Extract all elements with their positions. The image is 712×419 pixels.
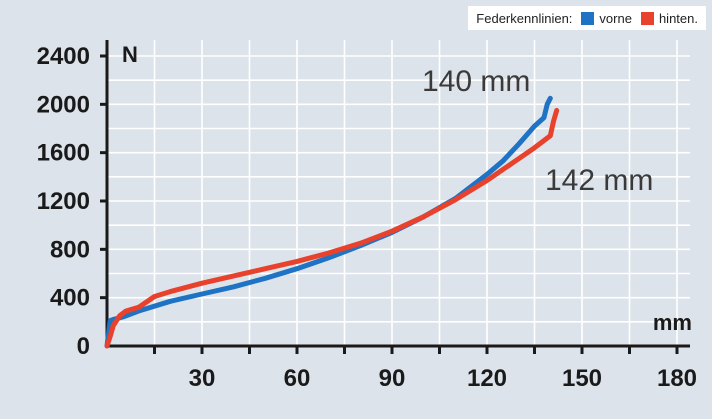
y-tick-label-400: 400 [50,285,90,312]
legend-title: Federkennlinien: [476,10,573,26]
axes [100,40,690,354]
y-tick-label-2000: 2000 [37,91,90,118]
x-tick-label-150: 150 [562,365,602,392]
x-tick-label-60: 60 [284,365,311,392]
tick-labels: 0 400 800 1200 1600 2000 2400 30 60 90 120 150 180 [37,43,697,392]
series-line-hinten [104,107,560,349]
y-axis-label: N [122,42,138,67]
x-axis-label: mm [653,310,692,335]
y-tick-label-1200: 1200 [37,188,90,215]
y-tick-label-2400: 2400 [37,43,90,70]
y-tick-label-0: 0 [77,333,90,360]
x-tick-label-180: 180 [657,365,697,392]
legend-label-vorne: vorne [599,10,632,26]
grid-lines [107,40,690,346]
x-tick-label-90: 90 [379,365,406,392]
y-tick-label-1600: 1600 [37,140,90,167]
y-tick-label-800: 800 [50,236,90,263]
legend-label-hinten: hinten. [658,10,698,26]
series-lines [104,95,560,349]
annotation-rear: 142 mm [545,164,653,197]
legend: Federkennlinien: vorne hinten. [468,6,706,30]
annotation-front: 140 mm [422,65,530,98]
legend-swatch-hinten [640,11,654,25]
x-tick-label-30: 30 [189,365,216,392]
series-line-vorne [104,95,553,349]
x-tick-label-120: 120 [467,365,507,392]
legend-swatch-vorne [581,11,595,25]
